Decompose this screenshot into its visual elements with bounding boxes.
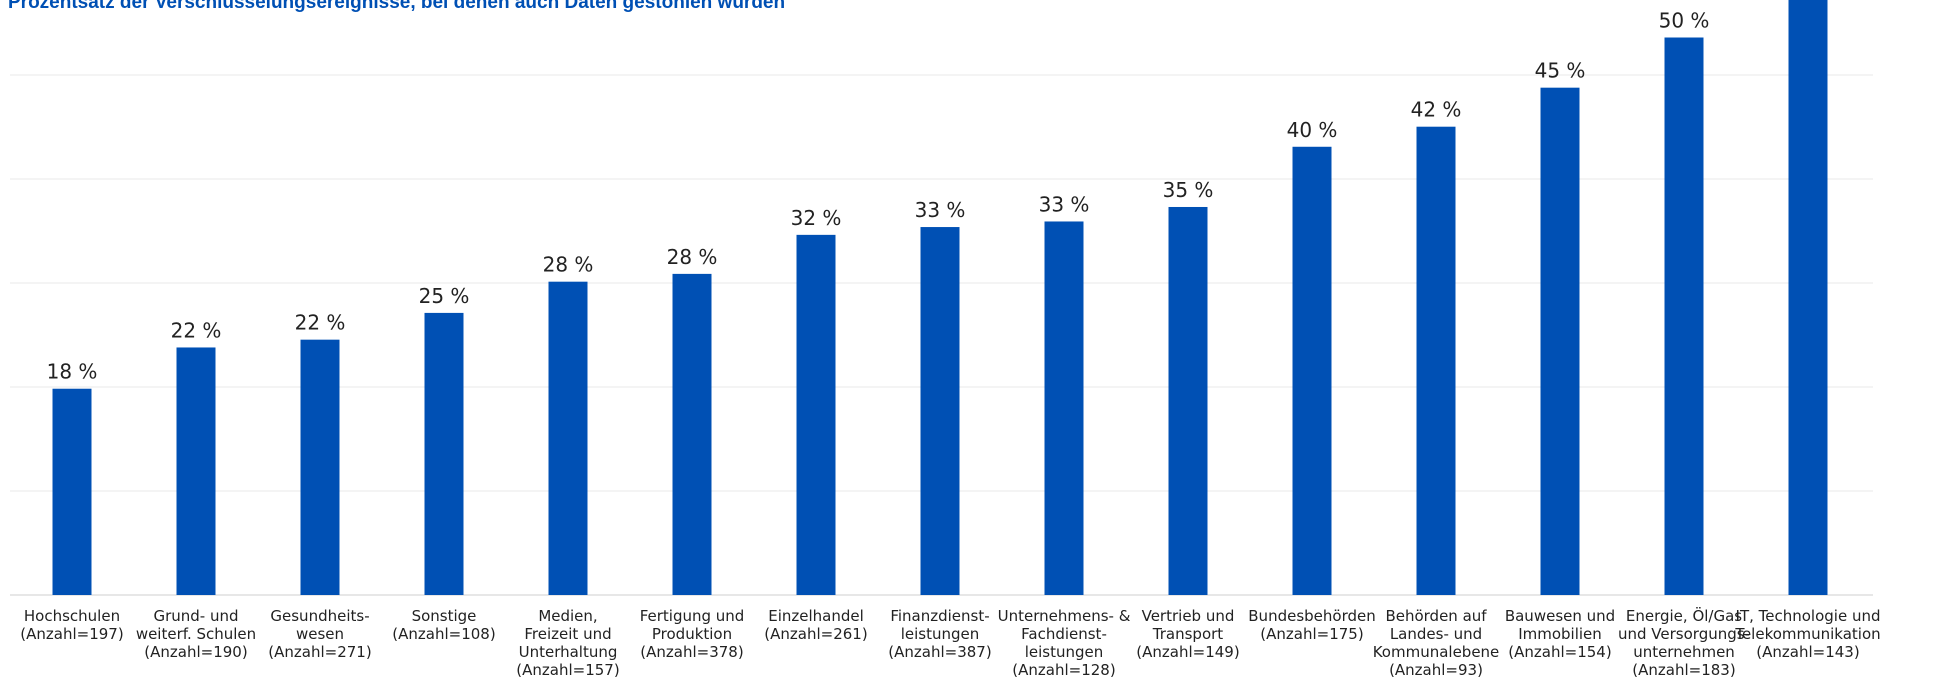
category-label-line: Gesundheits-	[270, 607, 369, 625]
category-label-line: Fertigung und	[640, 607, 745, 625]
bar	[424, 312, 464, 595]
bar	[796, 234, 836, 596]
bar	[1416, 126, 1456, 595]
category-label: Energie, Öl/Gas und Versorgungs-unternehm…	[1618, 606, 1750, 679]
chart-title: Prozentsatz der Verschlüsselungsereignis…	[8, 0, 786, 13]
value-label: 35 %	[1163, 178, 1214, 202]
category-label: Unternehmens- & Fachdienst-leistungen (Anz…	[998, 607, 1131, 679]
category-label-line: IT, Technologie und	[1736, 607, 1881, 625]
category-label-line: (Anzahl=190)	[144, 643, 247, 661]
category-label: Grund- und weiterf. Schulen (Anzahl=190)	[136, 607, 256, 661]
category-label-line: Unternehmens- &	[998, 607, 1131, 625]
value-label: 33 %	[915, 198, 966, 222]
bar	[920, 227, 960, 596]
value-label: 40 %	[1287, 118, 1338, 142]
category-label-line: (Anzahl=183)	[1632, 661, 1735, 679]
value-labels: 18 % 22 % 22 % 25 % 28 % 28 % 32 % 33 % 33 % 35 %…	[47, 9, 1710, 384]
category-label: Sonstige (Anzahl=108)	[392, 607, 495, 643]
category-label-line: Behörden auf	[1385, 607, 1487, 625]
category-label-line: Vertrieb und	[1142, 607, 1235, 625]
bar	[1540, 87, 1580, 596]
value-label: 42 %	[1411, 98, 1462, 122]
category-label-line: Landes- und	[1390, 625, 1482, 643]
value-label: 33 %	[1039, 192, 1090, 216]
category-label-line: Bauwesen und	[1505, 607, 1615, 625]
category-label: Behörden auf Landes- und Kommunalebene (Anz…	[1373, 607, 1500, 679]
category-label-line: Fachdienst-	[1021, 625, 1107, 643]
category-label-line: (Anzahl=157)	[516, 661, 619, 679]
category-label-line: (Anzahl=271)	[268, 643, 371, 661]
category-label-line: (Anzahl=143)	[1756, 643, 1859, 661]
category-label-line: Bundesbehörden	[1248, 607, 1375, 625]
category-label-line: und Versorgungs-	[1618, 625, 1750, 643]
bar	[1168, 206, 1208, 596]
value-label: 22 %	[295, 311, 346, 335]
category-label: Medien, Freizeit und Unterhaltung (Anzahl=1…	[516, 607, 619, 679]
category-label: Bauwesen und Immobilien (Anzahl=154)	[1505, 607, 1615, 661]
category-label-line: Transport	[1152, 625, 1224, 643]
category-label-line: Sonstige	[412, 607, 477, 625]
category-label-line: Kommunalebene	[1373, 643, 1500, 661]
bar	[1292, 146, 1332, 595]
category-label: Gesundheits-wesen (Anzahl=271)	[268, 607, 371, 661]
bar	[52, 388, 92, 595]
category-label-line: Energie, Öl/Gas	[1626, 606, 1742, 625]
category-label-line: Produktion	[652, 625, 732, 643]
category-label-line: (Anzahl=149)	[1136, 643, 1239, 661]
category-label-line: Unterhaltung	[519, 643, 618, 661]
category-label-line: (Anzahl=378)	[640, 643, 743, 661]
category-label-line: unternehmen	[1633, 643, 1735, 661]
value-label: 25 %	[419, 284, 470, 308]
category-label-line: Einzelhandel	[768, 607, 864, 625]
category-label-line: leistungen	[1025, 643, 1104, 661]
bar	[1664, 37, 1704, 595]
category-label-line: (Anzahl=108)	[392, 625, 495, 643]
bar	[1788, 0, 1828, 596]
bar	[672, 273, 712, 595]
value-label: 50 %	[1659, 9, 1710, 33]
category-label: IT, Technologie und Telekommunikation (Anz…	[1734, 607, 1880, 661]
category-label-line: Grund- und	[153, 607, 238, 625]
value-label: 28 %	[667, 245, 718, 269]
category-label: Finanzdienst-leistungen (Anzahl=387)	[888, 607, 991, 661]
bar	[300, 339, 340, 595]
category-label-line: Freizeit und	[524, 625, 611, 643]
category-label-line: (Anzahl=261)	[764, 625, 867, 643]
category-label-line: Medien,	[538, 607, 597, 625]
category-label: Hochschulen (Anzahl=197)	[20, 607, 123, 643]
category-label-line: (Anzahl=387)	[888, 643, 991, 661]
category-label: Fertigung und Produktion (Anzahl=378)	[640, 607, 745, 661]
category-label-line: (Anzahl=93)	[1389, 661, 1483, 679]
category-label: Bundesbehörden (Anzahl=175)	[1248, 607, 1375, 643]
bar	[176, 347, 216, 595]
category-label-line: (Anzahl=128)	[1012, 661, 1115, 679]
category-labels: Hochschulen (Anzahl=197) Grund- und weiterf…	[20, 606, 1880, 679]
category-label-line: leistungen	[901, 625, 980, 643]
value-label: 22 %	[171, 318, 222, 342]
value-label: 32 %	[791, 206, 842, 230]
category-label-line: (Anzahl=197)	[20, 625, 123, 643]
category-label-line: (Anzahl=154)	[1508, 643, 1611, 661]
category-label-line: Immobilien	[1518, 625, 1602, 643]
bar	[548, 281, 588, 595]
bar	[1044, 221, 1084, 595]
value-label: 45 %	[1535, 59, 1586, 83]
bar-series	[52, 0, 1828, 596]
category-label-line: Hochschulen	[24, 607, 120, 625]
category-label-line: Telekommunikation	[1734, 625, 1880, 643]
category-label: Einzelhandel (Anzahl=261)	[764, 607, 867, 643]
category-label-line: (Anzahl=175)	[1260, 625, 1363, 643]
value-label: 18 %	[47, 360, 98, 384]
category-label-line: weiterf. Schulen	[136, 625, 256, 643]
category-label: Vertrieb und Transport (Anzahl=149)	[1136, 607, 1239, 661]
category-label-line: Finanzdienst-	[890, 607, 989, 625]
category-label-line: wesen	[296, 625, 344, 643]
value-label: 28 %	[543, 253, 594, 277]
